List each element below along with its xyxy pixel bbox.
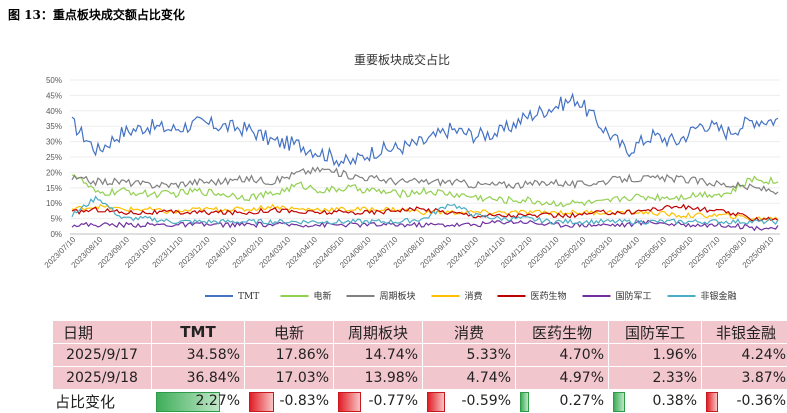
y-tick-label: 0% bbox=[50, 230, 62, 239]
y-tick-label: 5% bbox=[50, 215, 62, 224]
change-value: -0.59% bbox=[461, 393, 511, 409]
column-header: 非银金融 bbox=[702, 321, 787, 343]
change-cell: 2.27% bbox=[152, 390, 244, 412]
series-line-非银金融 bbox=[71, 195, 779, 226]
table-cell: 4.97% bbox=[516, 367, 608, 389]
table-cell: 4.24% bbox=[702, 344, 787, 366]
data-bar-negative bbox=[427, 392, 446, 412]
series-line-国防军工 bbox=[71, 219, 779, 232]
change-cell: 0.27% bbox=[516, 390, 608, 412]
y-tick-label: 15% bbox=[46, 184, 62, 193]
series-line-周期板块 bbox=[71, 166, 779, 195]
table-cell: 13.98% bbox=[334, 367, 422, 389]
table-row: 2025/9/18 36.84% 17.03% 13.98% 4.74% 4.97% 2.3… bbox=[53, 367, 787, 389]
column-header: 医药生物 bbox=[516, 321, 608, 343]
table-cell: 36.84% bbox=[152, 367, 244, 389]
series-line-医药生物 bbox=[71, 203, 779, 222]
figure-caption: 图 13：重点板块成交额占比变化 bbox=[8, 8, 185, 22]
column-header: 日期 bbox=[53, 321, 151, 343]
table-header-row: 日期 TMT 电新 周期板块 消费 医药生物 国防军工 非银金融 bbox=[53, 321, 787, 343]
data-bar-positive bbox=[520, 392, 530, 412]
table-cell: 4.74% bbox=[423, 367, 515, 389]
table-cell: 4.70% bbox=[516, 344, 608, 366]
change-cell: -0.36% bbox=[702, 390, 787, 412]
data-bar-positive bbox=[613, 392, 626, 412]
row-date: 2025/9/17 bbox=[53, 344, 151, 366]
table-cell: 17.03% bbox=[245, 367, 333, 389]
y-tick-label: 35% bbox=[46, 122, 62, 131]
chart-title: 重要板块成交占比 bbox=[354, 52, 450, 67]
y-tick-label: 30% bbox=[46, 138, 62, 147]
table-row: 2025/9/17 34.58% 17.86% 14.74% 5.33% 4.70% 1.9… bbox=[53, 344, 787, 366]
series-line-电新 bbox=[71, 174, 779, 208]
y-tick-label: 40% bbox=[46, 107, 62, 116]
y-tick-label: 25% bbox=[46, 153, 62, 162]
legend-label: 电新 bbox=[314, 290, 332, 302]
change-value: -0.36% bbox=[736, 393, 786, 409]
column-header: 周期板块 bbox=[334, 321, 422, 343]
change-value: 0.38% bbox=[652, 393, 697, 409]
table-cell: 2.33% bbox=[609, 367, 701, 389]
change-value: 2.27% bbox=[195, 393, 240, 409]
table-cell: 5.33% bbox=[423, 344, 515, 366]
table-cell: 1.96% bbox=[609, 344, 701, 366]
change-value: -0.83% bbox=[279, 393, 329, 409]
change-row: 占比变化 2.27% -0.83% -0.77% -0.59% 0.27% 0.38% -0.… bbox=[53, 390, 787, 412]
data-bar-negative bbox=[338, 392, 362, 412]
table-cell: 34.58% bbox=[152, 344, 244, 366]
y-tick-label: 10% bbox=[46, 199, 62, 208]
legend-label: 医药生物 bbox=[531, 290, 567, 302]
share-change-table: 日期 TMT 电新 周期板块 消费 医药生物 国防军工 非银金融 2025/9/17 34.58%… bbox=[52, 320, 787, 413]
legend-label: 周期板块 bbox=[380, 290, 416, 302]
table-cell: 3.87% bbox=[702, 367, 787, 389]
change-cell: 0.38% bbox=[609, 390, 701, 412]
data-bar-negative bbox=[249, 392, 274, 412]
change-value: 0.27% bbox=[559, 393, 604, 409]
legend-label: TMT bbox=[238, 292, 259, 302]
change-value: -0.77% bbox=[368, 393, 418, 409]
column-header: 消费 bbox=[423, 321, 515, 343]
series-line-消费 bbox=[71, 203, 779, 222]
legend-label: 消费 bbox=[465, 290, 483, 302]
change-cell: -0.77% bbox=[334, 390, 422, 412]
y-tick-label: 45% bbox=[46, 91, 62, 100]
legend-label: 非银金融 bbox=[701, 290, 737, 302]
change-cell: -0.83% bbox=[245, 390, 333, 412]
table-cell: 17.86% bbox=[245, 344, 333, 366]
y-tick-label: 50% bbox=[46, 76, 62, 85]
y-tick-label: 20% bbox=[46, 168, 62, 177]
series-line-TMT bbox=[71, 92, 779, 168]
row-date: 2025/9/18 bbox=[53, 367, 151, 389]
column-header: 电新 bbox=[245, 321, 333, 343]
line-chart: 重要板块成交占比 0% 5% 10% 15% 20% 25% 30% 35% 40% 45% 50%… bbox=[43, 52, 780, 302]
column-header: TMT bbox=[152, 321, 244, 343]
data-bar-negative bbox=[706, 392, 718, 412]
change-row-label: 占比变化 bbox=[53, 390, 151, 412]
table-cell: 14.74% bbox=[334, 344, 422, 366]
legend-label: 国防军工 bbox=[616, 290, 652, 302]
change-cell: -0.59% bbox=[423, 390, 515, 412]
column-header: 国防军工 bbox=[609, 321, 701, 343]
